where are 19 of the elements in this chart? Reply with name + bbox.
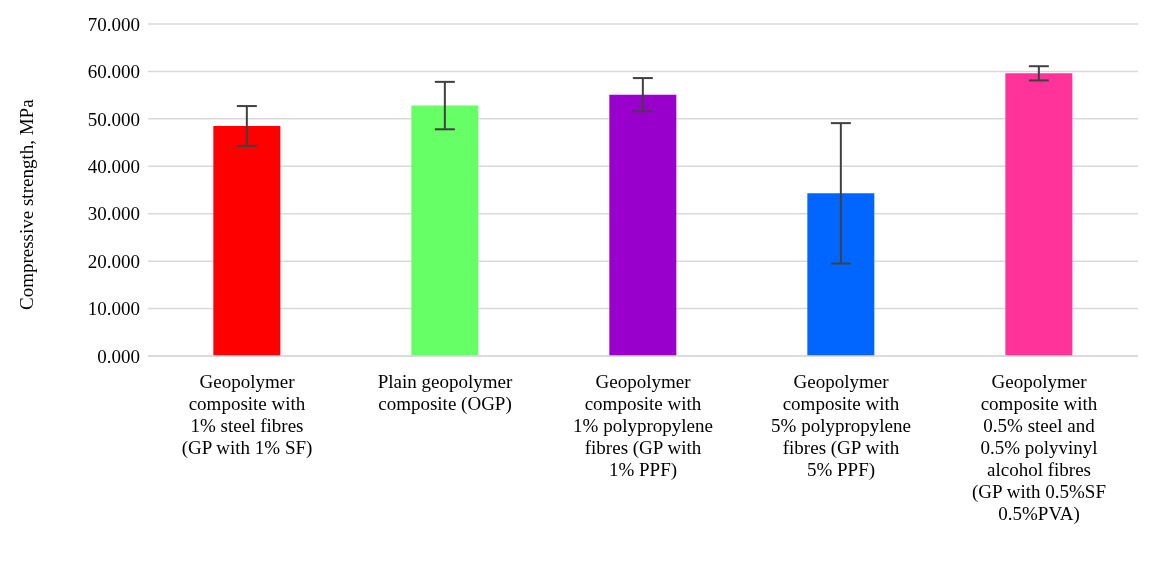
x-tick-label: Geopolymer composite with 0.5% steel and 0.5% polyvinyl alcohol fibres (GP with 0.5%SF 0.5%PVA)	[972, 371, 1106, 525]
y-tick-label: 20.000	[87, 250, 140, 272]
y-tick-label: 0.000	[97, 345, 140, 367]
x-tick-label: Geopolymer composite with 1% steel fibres (GP with 1% SF)	[181, 371, 313, 459]
x-tick-label: Geopolymer composite with 1% polypropylene fibres (GP with 1% PPF)	[573, 371, 713, 481]
bar	[1005, 73, 1073, 356]
y-tick-label: 60.000	[87, 61, 140, 83]
y-tick-label: 50.000	[87, 108, 140, 130]
x-tick-label: Plain geopolymer composite (OGP)	[377, 371, 513, 415]
y-tick-label: 70.000	[87, 13, 140, 35]
bar	[213, 125, 281, 356]
bar	[411, 105, 479, 356]
y-axis-title: Compressive strength, MPa	[15, 98, 37, 310]
bar	[807, 193, 875, 356]
y-tick-label: 40.000	[87, 156, 140, 178]
y-tick-label: 30.000	[87, 203, 140, 225]
y-tick-label: 10.000	[87, 298, 140, 320]
bar	[609, 94, 677, 356]
x-tick-label: Geopolymer composite with 5% polypropylene fibres (GP with 5% PPF)	[771, 371, 911, 481]
